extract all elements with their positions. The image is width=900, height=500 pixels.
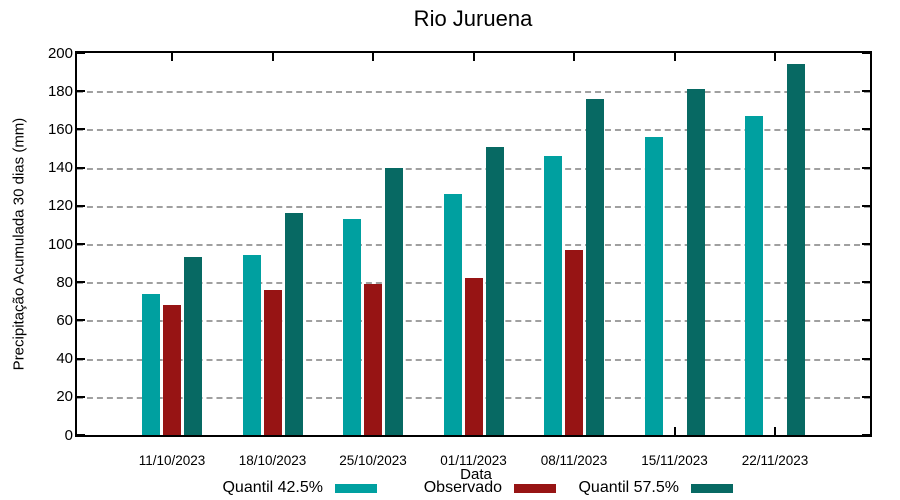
y-tick-mark bbox=[862, 90, 870, 93]
y-tick-mark bbox=[77, 281, 85, 284]
x-tick-mark bbox=[673, 427, 676, 435]
bar bbox=[184, 257, 202, 435]
y-tick-mark bbox=[77, 243, 85, 245]
bar bbox=[364, 284, 382, 435]
y-tick-mark bbox=[862, 204, 870, 207]
y-tick-mark bbox=[77, 128, 85, 131]
gridline bbox=[77, 205, 870, 208]
y-tick-mark bbox=[862, 319, 870, 322]
bar bbox=[644, 137, 663, 435]
legend-label: Quantil 42.5% bbox=[222, 479, 323, 496]
x-axis-label: Data bbox=[460, 466, 492, 483]
bar bbox=[263, 289, 282, 435]
y-tick-mark bbox=[862, 128, 870, 131]
x-tick-label: 08/11/2023 bbox=[540, 453, 608, 468]
y-tick-mark bbox=[862, 395, 870, 398]
bar bbox=[443, 194, 462, 435]
legend-entry: Quantil 57.5% bbox=[578, 479, 733, 497]
bar bbox=[686, 89, 705, 435]
bar bbox=[565, 249, 583, 435]
x-tick-mark bbox=[171, 53, 173, 61]
x-tick-label: 11/10/2023 bbox=[138, 453, 206, 468]
y-tick-mark bbox=[862, 357, 870, 360]
gridline bbox=[77, 129, 870, 132]
y-tick-label: 20 bbox=[56, 388, 73, 406]
y-tick-label: 40 bbox=[56, 350, 73, 368]
x-tick-mark bbox=[673, 53, 676, 61]
y-tick-label: 160 bbox=[47, 120, 73, 138]
y-tick-mark bbox=[77, 357, 85, 360]
legend-swatch bbox=[691, 483, 733, 493]
y-tick-label: 120 bbox=[47, 197, 73, 215]
y-tick-mark bbox=[77, 434, 85, 436]
bar bbox=[544, 156, 562, 435]
x-tick-label: 22/11/2023 bbox=[741, 453, 809, 468]
x-tick-mark bbox=[372, 53, 374, 61]
bar bbox=[787, 64, 805, 435]
bar bbox=[242, 255, 261, 435]
bar bbox=[485, 146, 504, 435]
bar bbox=[284, 213, 303, 435]
bar bbox=[586, 98, 604, 435]
legend-swatch bbox=[514, 483, 556, 493]
y-tick-mark bbox=[862, 243, 870, 245]
bar bbox=[142, 293, 160, 435]
x-tick-mark bbox=[774, 427, 776, 435]
y-tick-mark bbox=[862, 166, 870, 169]
x-tick-label: 18/10/2023 bbox=[238, 453, 307, 468]
y-tick-label: 0 bbox=[64, 426, 73, 444]
bar bbox=[163, 305, 181, 435]
legend-entry: Observado bbox=[424, 479, 556, 497]
y-tick-mark bbox=[77, 90, 85, 93]
x-tick-mark bbox=[774, 53, 776, 61]
x-tick-label: 15/11/2023 bbox=[641, 453, 708, 468]
y-tick-label: 60 bbox=[56, 311, 73, 329]
y-tick-label: 80 bbox=[56, 273, 73, 291]
y-tick-mark bbox=[77, 52, 85, 54]
y-tick-label: 180 bbox=[47, 82, 73, 100]
y-tick-label: 200 bbox=[47, 44, 73, 62]
y-tick-label: 140 bbox=[47, 159, 73, 177]
gridline bbox=[77, 91, 870, 94]
x-tick-mark bbox=[573, 53, 575, 61]
y-tick-mark bbox=[77, 319, 85, 322]
y-tick-mark bbox=[862, 52, 870, 54]
legend-label: Quantil 57.5% bbox=[578, 479, 679, 496]
legend-entry: Quantil 42.5% bbox=[222, 479, 377, 497]
legend-swatch bbox=[335, 483, 377, 493]
bar bbox=[745, 116, 763, 435]
y-tick-mark bbox=[862, 281, 870, 284]
y-tick-label: 100 bbox=[47, 235, 73, 253]
y-tick-mark bbox=[77, 166, 85, 169]
y-tick-mark bbox=[77, 395, 85, 398]
bar bbox=[385, 167, 403, 435]
bar bbox=[464, 278, 483, 435]
gridline bbox=[77, 167, 870, 170]
bar bbox=[343, 219, 361, 435]
x-tick-mark bbox=[472, 53, 475, 61]
legend-label: Observado bbox=[423, 479, 502, 496]
x-tick-label: 01/11/2023 bbox=[440, 453, 507, 468]
plot-area bbox=[75, 51, 872, 437]
y-tick-mark bbox=[862, 434, 870, 436]
y-tick-mark bbox=[77, 204, 85, 207]
gridline bbox=[77, 244, 870, 246]
x-tick-mark bbox=[271, 53, 274, 61]
chart-title: Rio Juruena bbox=[413, 6, 533, 31]
x-tick-label: 25/10/2023 bbox=[339, 453, 407, 468]
